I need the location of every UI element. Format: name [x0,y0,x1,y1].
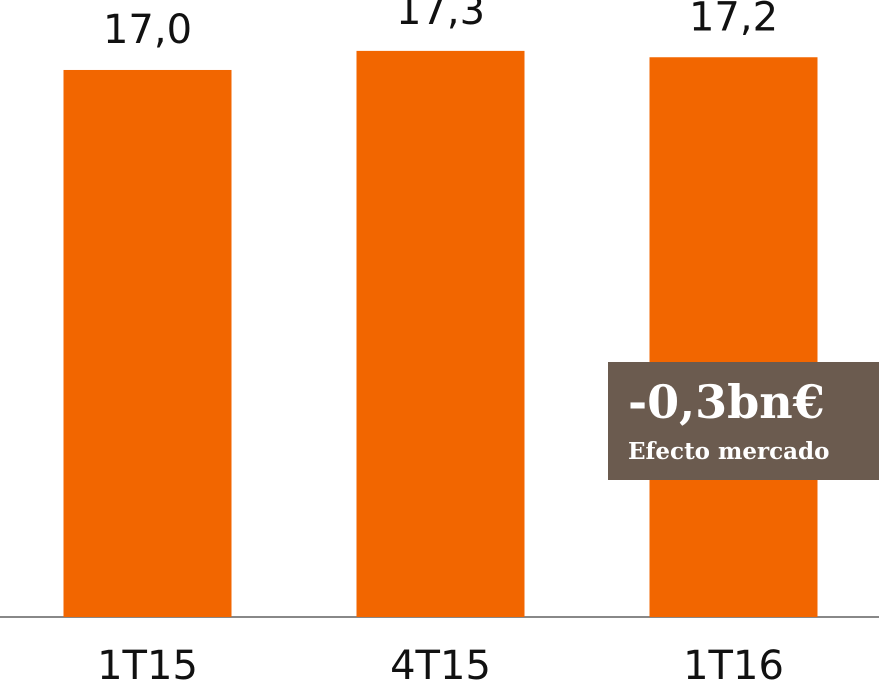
x-tick-label: 4T15 [390,643,491,689]
value-label: 17,3 [396,0,485,34]
annotation-box [608,362,879,480]
annotation-text: -0,3bn€ [628,375,825,429]
bar [356,50,525,617]
value-label: 17,0 [103,7,192,53]
x-tick-label: 1T15 [97,643,198,689]
bar [649,57,818,617]
x-tick-label: 1T16 [683,643,784,689]
value-label: 17,2 [689,0,778,40]
bar [63,69,232,618]
annotation-subtext: Efecto mercado [628,438,829,465]
